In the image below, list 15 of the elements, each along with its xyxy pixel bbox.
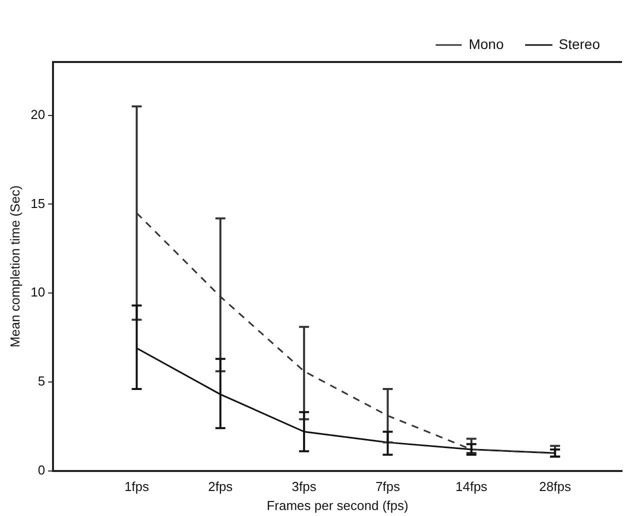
y-tick-label: 10 [30,284,46,300]
x-axis-title: Frames per second (fps) [266,498,408,513]
y-tick-label: 5 [38,374,46,389]
x-tick-label: 3fps [292,479,317,494]
legend-label: Mono [468,36,504,52]
x-tick-label: 1fps [124,479,150,494]
x-tick-label: 14fps [455,479,488,494]
y-tick-label: 15 [30,196,46,211]
x-tick-label: 28fps [539,479,572,494]
x-tick-label: 2fps [208,479,234,494]
x-tick-label: 7fps [375,479,401,494]
legend-label: Stereo [558,36,600,52]
y-tick-label: 20 [30,106,46,122]
y-tick-label: 0 [38,462,46,478]
y-axis-title: Mean completion time (Sec) [7,185,22,348]
